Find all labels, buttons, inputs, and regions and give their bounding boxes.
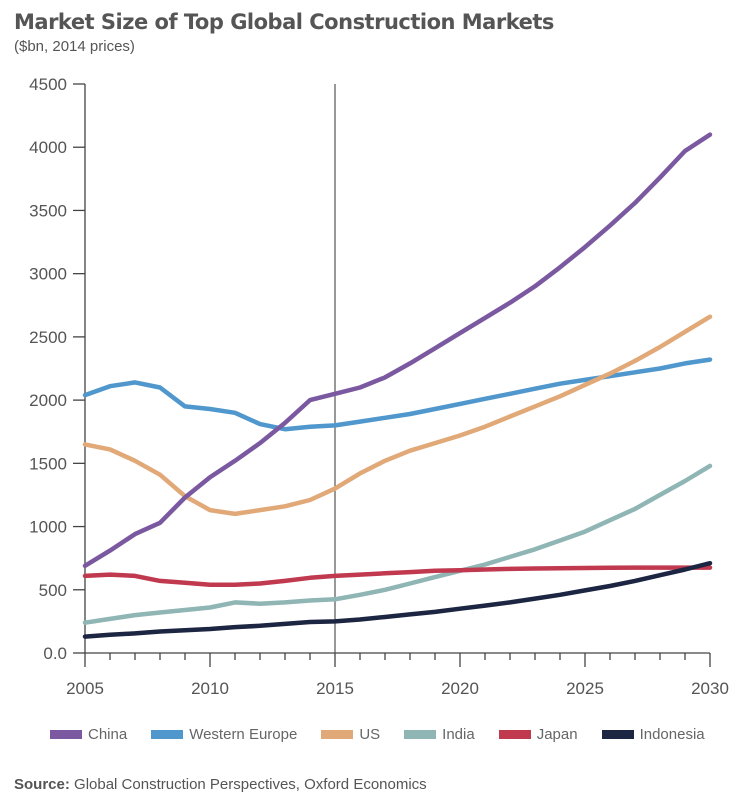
source-label: Source:	[14, 776, 70, 793]
line-chart: 0.0 500 1000 1500 2000 2500 3000 3500 4000 4500 20…	[29, 75, 729, 698]
legend-swatch	[498, 730, 531, 739]
source-text: Global Construction Perspectives, Oxford…	[69, 776, 427, 793]
y-tick-label: 2500	[29, 328, 67, 347]
legend-item-japan: Japan	[498, 726, 578, 743]
y-tick-label: 3000	[29, 265, 67, 284]
series-line-china	[82, 132, 713, 569]
chart-title: Market Size of Top Global Construction M…	[14, 10, 554, 34]
x-tick-label: 2010	[191, 679, 229, 698]
y-tick-label: 2000	[29, 391, 67, 410]
y-tick-label: 0.0	[43, 644, 67, 663]
x-tick-label: 2005	[66, 679, 104, 698]
legend-item-china: China	[50, 726, 127, 743]
series-line-japan	[82, 565, 713, 587]
legend-label: China	[88, 726, 128, 743]
series-line-indonesia	[82, 560, 713, 639]
legend-label: Western Europe	[189, 726, 298, 743]
legend-item-india: India	[404, 726, 475, 743]
legend-item-us: US	[321, 726, 380, 743]
legend-swatch	[321, 730, 354, 739]
legend-label: US	[359, 726, 381, 743]
x-tick-label: 2020	[441, 679, 479, 698]
source-note: Source: Global Construction Perspectives…	[14, 776, 427, 793]
legend-label: India	[442, 726, 475, 743]
legend: China Western Europe US India Japan Indonesia	[50, 726, 729, 743]
y-tick-label: 4500	[29, 75, 67, 94]
x-tick-label: 2015	[316, 679, 354, 698]
y-tick-label: 3500	[29, 201, 67, 220]
legend-swatch	[404, 730, 437, 739]
legend-label: Indonesia	[639, 726, 705, 743]
y-tick-label: 1000	[29, 518, 67, 537]
y-tick-label: 1500	[29, 454, 67, 473]
legend-swatch	[151, 730, 184, 739]
x-tick-label: 2025	[566, 679, 604, 698]
legend-item-indonesia: Indonesia	[601, 726, 705, 743]
legend-swatch	[50, 730, 82, 739]
x-tick-label: 2030	[691, 679, 729, 698]
y-tick-label: 4000	[29, 138, 67, 157]
series-line-india	[82, 463, 713, 625]
y-tick-label: 500	[39, 581, 67, 600]
legend-label: Japan	[536, 726, 578, 743]
legend-swatch	[601, 730, 634, 739]
legend-item-western-europe: Western Europe	[151, 726, 297, 743]
series-line-us	[82, 314, 713, 517]
chart-subtitle: ($bn, 2014 prices)	[14, 38, 135, 55]
